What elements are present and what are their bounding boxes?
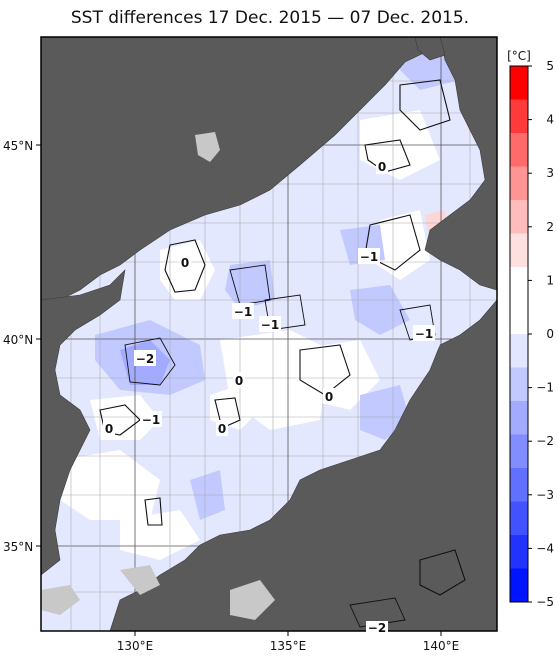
colorbar-cell xyxy=(510,99,528,134)
colorbar-label: −1 xyxy=(536,381,554,395)
colorbar-label: −4 xyxy=(536,541,554,555)
lon-label-135: 135°E xyxy=(270,639,307,653)
colorbar-cell xyxy=(510,468,528,502)
contour-label: −1 xyxy=(360,250,378,264)
land-korea xyxy=(41,269,126,576)
contour-label: 0 xyxy=(378,160,386,174)
land-masses xyxy=(41,37,497,631)
map-title: SST differences 17 Dec. 2015 — 07 Dec. 2… xyxy=(70,8,470,28)
land-continent xyxy=(41,37,441,311)
colorbar-label: 4 xyxy=(546,113,554,127)
lon-label-130: 130°E xyxy=(117,639,154,653)
colorbar-cell xyxy=(510,568,528,603)
colorbar-label: −5 xyxy=(536,595,554,609)
contour-label: 0 xyxy=(325,390,333,404)
colorbar-label: 2 xyxy=(546,220,554,234)
contour-label: 0 xyxy=(218,422,226,436)
lat-label-35: 35°N xyxy=(3,540,33,554)
colorbar-cell xyxy=(510,66,528,100)
colorbar-cell xyxy=(510,233,528,268)
colorbar-label: 0 xyxy=(546,327,554,341)
contour-label: −1 xyxy=(142,413,160,427)
colorbar-cells xyxy=(510,66,528,603)
contour-label: −2 xyxy=(368,621,386,635)
map-frame xyxy=(40,36,498,632)
colorbar-cell xyxy=(510,334,528,368)
sea-overlay xyxy=(430,345,440,360)
contour-labels: 0 0 −1 −1 −2 0 0 −1 −1 0 0 −1 −2 xyxy=(103,158,435,635)
colorbar-label: 5 xyxy=(546,59,554,73)
land-honshu xyxy=(109,299,497,631)
colorbar-cell xyxy=(510,267,528,301)
colorbar-label: 1 xyxy=(546,273,554,287)
no-data-islands xyxy=(41,132,275,620)
colorbar-cell xyxy=(510,300,528,335)
lon-label-140: 140°E xyxy=(423,639,460,653)
colorbar-cell xyxy=(510,401,528,435)
contour-label: −1 xyxy=(415,327,433,341)
colorbar-cell xyxy=(510,367,528,402)
land-sakhalin xyxy=(414,37,446,61)
contour-label: 0 xyxy=(181,256,189,270)
axis-ticks xyxy=(36,144,442,636)
colorbar-cell xyxy=(510,501,528,536)
colorbar-unit: [°C] xyxy=(507,49,531,63)
contour-label: −2 xyxy=(136,352,154,366)
colorbar-cell xyxy=(510,434,528,469)
colorbar-label: −2 xyxy=(536,434,554,448)
contour-label: −1 xyxy=(234,305,252,319)
colorbar: [°C] 5 4 3 2 1 0 −1 −2 −3 −4 −5 xyxy=(507,49,554,609)
colorbar-cell xyxy=(510,133,528,167)
contour-label: 0 xyxy=(235,374,243,388)
lat-label-40: 40°N xyxy=(3,333,33,347)
colorbar-labels: 5 4 3 2 1 0 −1 −2 −3 −4 −5 xyxy=(528,59,554,609)
colorbar-label: −3 xyxy=(536,488,554,502)
lat-label-45: 45°N xyxy=(3,139,33,153)
colorbar-cell xyxy=(510,166,528,201)
land-hokkaido xyxy=(424,37,497,291)
contour-label: 0 xyxy=(105,422,113,436)
colorbar-label: 3 xyxy=(546,166,554,180)
colorbar-cell xyxy=(510,200,528,234)
colorbar-cell xyxy=(510,535,528,569)
contour-label: −1 xyxy=(261,318,279,332)
